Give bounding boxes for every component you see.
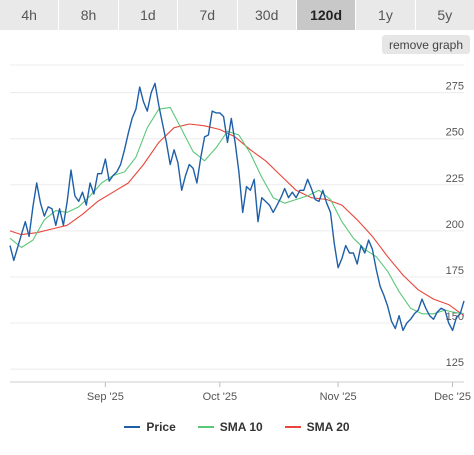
legend-item-price[interactable]: Price: [124, 420, 176, 434]
remove-graph-button[interactable]: remove graph: [381, 35, 470, 54]
tab-120d[interactable]: 120d: [296, 0, 357, 30]
chart-grid: [10, 64, 464, 370]
legend-item-sma-20[interactable]: SMA 20: [284, 420, 350, 434]
legend-swatch: [197, 426, 214, 428]
series-line-sma-10: [9, 106, 465, 315]
y-tick-label: 200: [446, 219, 464, 231]
tab-7d[interactable]: 7d: [178, 0, 238, 30]
x-tick-label: Nov '25: [320, 391, 357, 403]
legend-item-sma-10[interactable]: SMA 10: [197, 420, 263, 434]
legend-swatch: [124, 426, 141, 428]
y-tick-label: 125: [446, 357, 464, 369]
legend-label: Price: [146, 420, 176, 434]
tab-1d[interactable]: 1d: [118, 0, 179, 30]
legend-swatch: [284, 426, 301, 428]
y-tick-label: 225: [446, 173, 464, 185]
chart-legend: Price SMA 10 SMA 20: [0, 420, 474, 434]
tab-5y[interactable]: 5y: [415, 0, 474, 30]
x-tick-label: Dec '25: [434, 391, 471, 403]
y-tick-label: 175: [446, 265, 464, 277]
y-tick-label: 275: [446, 81, 464, 93]
tab-8h[interactable]: 8h: [59, 0, 119, 30]
x-tick-label: Oct '25: [203, 391, 238, 403]
series-line-price: [9, 82, 465, 332]
x-tick-label: Sep '25: [87, 391, 124, 403]
legend-label: SMA 20: [306, 420, 350, 434]
legend-label: SMA 10: [219, 420, 263, 434]
tab-1y[interactable]: 1y: [356, 0, 416, 30]
chart-lines: [9, 82, 465, 332]
tab-30d[interactable]: 30d: [237, 0, 297, 30]
y-tick-label: 250: [446, 127, 464, 139]
tab-4h[interactable]: 4h: [0, 0, 60, 30]
timeframe-tabs: 4h 8h 1d 7d 30d 120d 1y 5y: [0, 0, 474, 30]
x-axis: Sep '25 Oct '25 Nov '25 Dec '25: [10, 381, 471, 403]
series-line-sma-20: [9, 123, 465, 317]
